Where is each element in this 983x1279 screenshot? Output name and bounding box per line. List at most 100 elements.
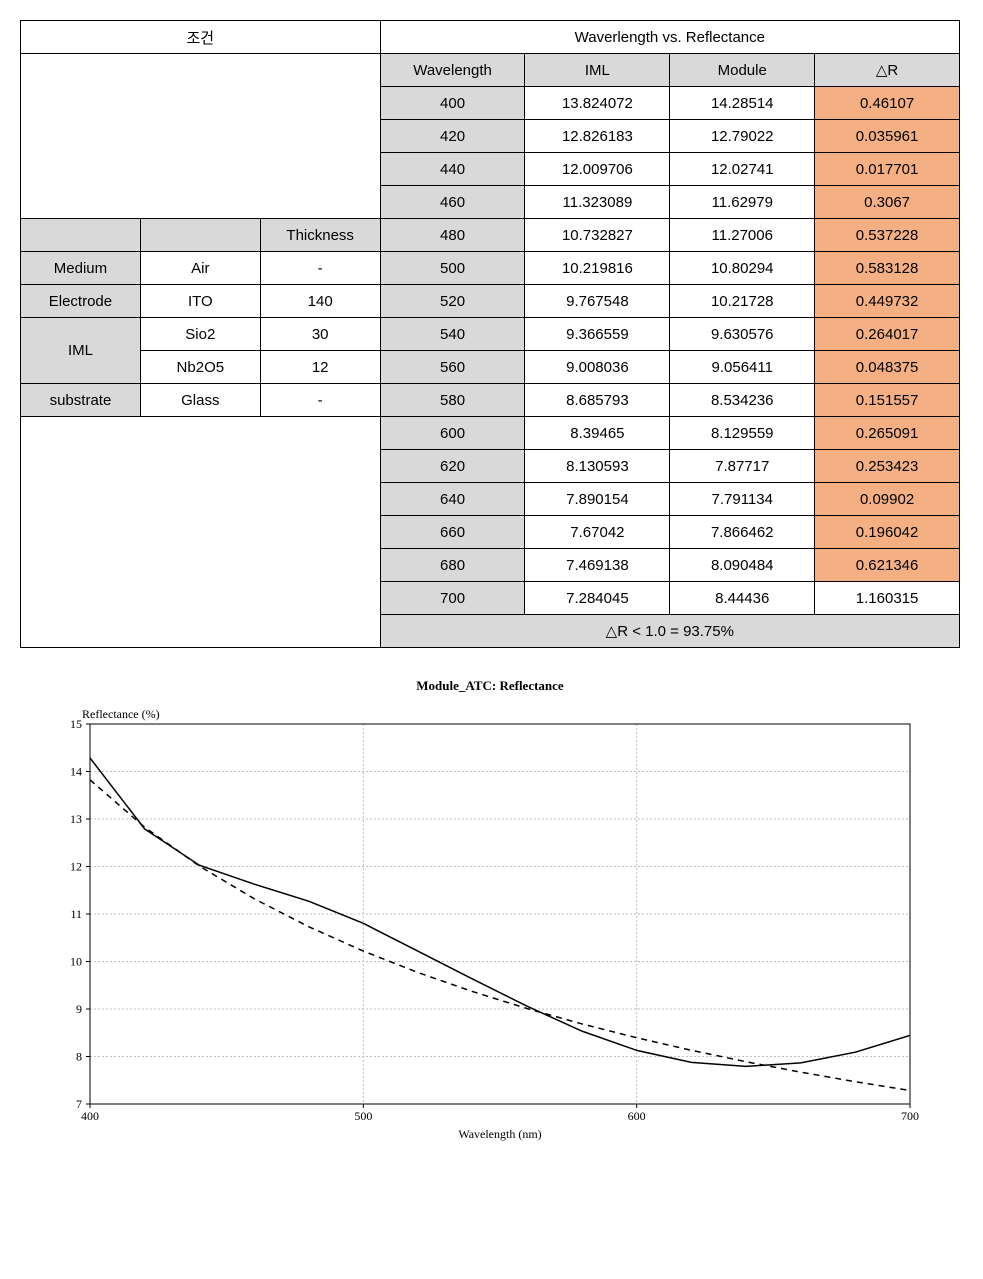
module-10: 8.129559	[670, 417, 815, 450]
wavelength-6: 520	[380, 285, 525, 318]
delta-r-15: 1.160315	[815, 582, 960, 615]
thk-sio2: 30	[260, 318, 380, 351]
wavelength-9: 580	[380, 384, 525, 417]
series-IML	[90, 780, 910, 1091]
xtick-500: 500	[354, 1109, 372, 1123]
module-0: 14.28514	[670, 87, 815, 120]
col-header-0: Wavelength	[380, 54, 525, 87]
wavelength-12: 640	[380, 483, 525, 516]
module-8: 9.056411	[670, 351, 815, 384]
wavelength-11: 620	[380, 450, 525, 483]
delta-r-6: 0.449732	[815, 285, 960, 318]
wavelength-14: 680	[380, 549, 525, 582]
wavelength-4: 480	[380, 219, 525, 252]
data-table: 조건Waverlength vs. ReflectanceWavelengthI…	[20, 20, 960, 648]
delta-r-12: 0.09902	[815, 483, 960, 516]
mat-nb2o5: Nb2O5	[140, 351, 260, 384]
ytick-12: 12	[70, 860, 82, 874]
wavelength-15: 700	[380, 582, 525, 615]
module-3: 11.62979	[670, 186, 815, 219]
layer-electrode: Electrode	[21, 285, 141, 318]
mat-electrode: ITO	[140, 285, 260, 318]
wavelength-13: 660	[380, 516, 525, 549]
module-7: 9.630576	[670, 318, 815, 351]
blank-bottom	[21, 417, 381, 648]
wavelength-7: 540	[380, 318, 525, 351]
layer-substrate: substrate	[21, 384, 141, 417]
delta-r-4: 0.537228	[815, 219, 960, 252]
module-4: 11.27006	[670, 219, 815, 252]
delta-r-7: 0.264017	[815, 318, 960, 351]
wavelength-1: 420	[380, 120, 525, 153]
delta-r-3: 0.3067	[815, 186, 960, 219]
wavelength-8: 560	[380, 351, 525, 384]
delta-r-13: 0.196042	[815, 516, 960, 549]
layer-medium: Medium	[21, 252, 141, 285]
chart-ylabel: Reflectance (%)	[82, 707, 160, 721]
delta-r-0: 0.46107	[815, 87, 960, 120]
iml-8: 9.008036	[525, 351, 670, 384]
iml-12: 7.890154	[525, 483, 670, 516]
ytick-14: 14	[70, 765, 82, 779]
delta-r-14: 0.621346	[815, 549, 960, 582]
col-header-2: Module	[670, 54, 815, 87]
mat-glass: Glass	[140, 384, 260, 417]
thickness-header: Thickness	[260, 219, 380, 252]
module-13: 7.866462	[670, 516, 815, 549]
reflectance-chart: Module_ATC: Reflectance Reflectance (%) 7…	[20, 678, 960, 1148]
delta-r-11: 0.253423	[815, 450, 960, 483]
module-15: 8.44436	[670, 582, 815, 615]
conditions-header: 조건	[21, 21, 381, 54]
mat-medium: Air	[140, 252, 260, 285]
delta-r-10: 0.265091	[815, 417, 960, 450]
iml-1: 12.826183	[525, 120, 670, 153]
iml-15: 7.284045	[525, 582, 670, 615]
wr-header: Waverlength vs. Reflectance	[380, 21, 959, 54]
blank-material-hdr	[140, 219, 260, 252]
col-header-1: IML	[525, 54, 670, 87]
iml-5: 10.219816	[525, 252, 670, 285]
module-6: 10.21728	[670, 285, 815, 318]
mat-sio2: Sio2	[140, 318, 260, 351]
ytick-13: 13	[70, 812, 82, 826]
module-14: 8.090484	[670, 549, 815, 582]
iml-2: 12.009706	[525, 153, 670, 186]
chart-title: Module_ATC: Reflectance	[20, 678, 960, 694]
iml-14: 7.469138	[525, 549, 670, 582]
module-1: 12.79022	[670, 120, 815, 153]
ytick-9: 9	[76, 1002, 82, 1016]
chart-xlabel: Wavelength (nm)	[458, 1127, 541, 1141]
series-Module	[90, 758, 910, 1066]
table-footer: △R < 1.0 = 93.75%	[380, 615, 959, 648]
wavelength-2: 440	[380, 153, 525, 186]
thk-glass: -	[260, 384, 380, 417]
delta-r-9: 0.151557	[815, 384, 960, 417]
delta-r-1: 0.035961	[815, 120, 960, 153]
xtick-600: 600	[628, 1109, 646, 1123]
blank-layer-hdr	[21, 219, 141, 252]
wavelength-10: 600	[380, 417, 525, 450]
module-2: 12.02741	[670, 153, 815, 186]
wavelength-0: 400	[380, 87, 525, 120]
xtick-400: 400	[81, 1109, 99, 1123]
iml-9: 8.685793	[525, 384, 670, 417]
iml-11: 8.130593	[525, 450, 670, 483]
module-11: 7.87717	[670, 450, 815, 483]
iml-10: 8.39465	[525, 417, 670, 450]
ytick-10: 10	[70, 955, 82, 969]
wavelength-5: 500	[380, 252, 525, 285]
col-header-3: △R	[815, 54, 960, 87]
thk-electrode: 140	[260, 285, 380, 318]
ytick-11: 11	[70, 907, 82, 921]
chart-svg: Reflectance (%)7891011121314154005006007…	[20, 704, 940, 1144]
blank-area	[21, 54, 381, 219]
xtick-700: 700	[901, 1109, 919, 1123]
wavelength-3: 460	[380, 186, 525, 219]
delta-r-8: 0.048375	[815, 351, 960, 384]
module-12: 7.791134	[670, 483, 815, 516]
iml-3: 11.323089	[525, 186, 670, 219]
iml-7: 9.366559	[525, 318, 670, 351]
iml-0: 13.824072	[525, 87, 670, 120]
module-5: 10.80294	[670, 252, 815, 285]
iml-6: 9.767548	[525, 285, 670, 318]
